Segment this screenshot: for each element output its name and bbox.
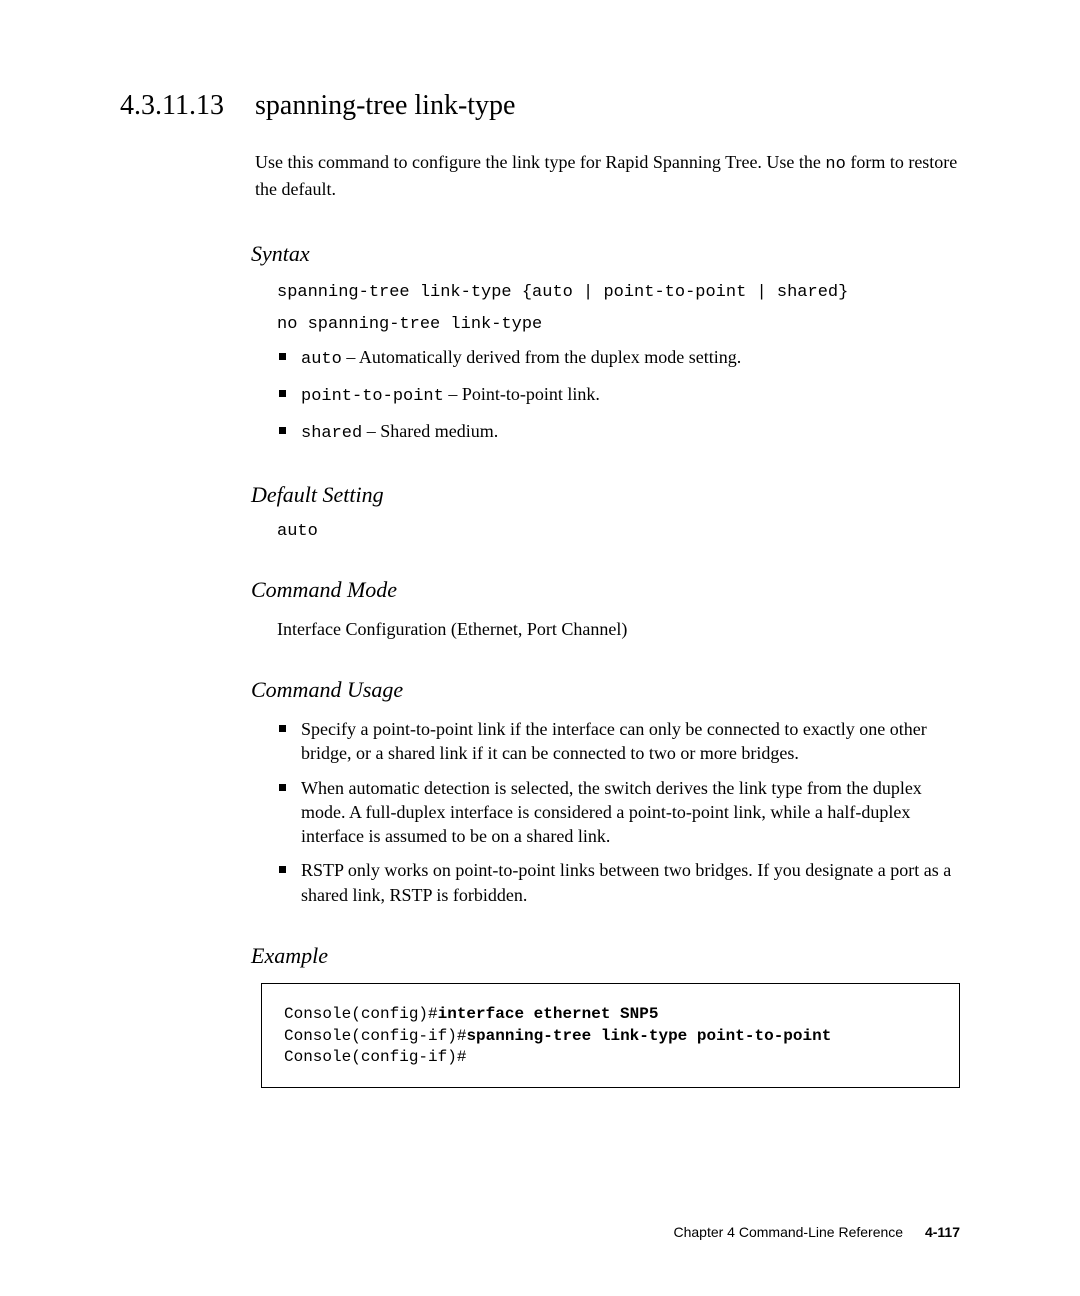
example-box: Console(config)#interface ethernet SNP5 …: [261, 983, 960, 1088]
option-code: shared: [301, 424, 362, 443]
list-item: RSTP only works on point-to-point links …: [277, 858, 960, 907]
example-cmd: interface ethernet SNP5: [438, 1005, 659, 1023]
command-usage-heading: Command Usage: [251, 677, 960, 703]
syntax-heading: Syntax: [251, 241, 960, 267]
intro-paragraph: Use this command to configure the link t…: [255, 150, 960, 201]
option-code: auto: [301, 350, 342, 369]
syntax-line-1: spanning-tree link-type {auto | point-to…: [277, 281, 960, 305]
syntax-options-list: auto – Automatically derived from the du…: [277, 345, 960, 446]
intro-text-pre: Use this command to configure the link t…: [255, 152, 825, 172]
page-container: 4.3.11.13 spanning-tree link-type Use th…: [0, 0, 1080, 1296]
option-code: point-to-point: [301, 387, 444, 406]
page-footer: Chapter 4 Command-Line Reference 4-117: [673, 1224, 960, 1240]
footer-chapter: Chapter 4 Command-Line Reference: [673, 1224, 903, 1240]
section-title: spanning-tree link-type: [255, 90, 515, 122]
usage-list: Specify a point-to-point link if the int…: [277, 717, 960, 907]
command-mode-heading: Command Mode: [251, 577, 960, 603]
default-value: auto: [277, 522, 960, 541]
section-number: 4.3.11.13: [120, 90, 255, 122]
list-item: When automatic detection is selected, th…: [277, 776, 960, 849]
list-item: point-to-point – Point-to-point link.: [277, 382, 960, 409]
list-item: Specify a point-to-point link if the int…: [277, 717, 960, 766]
example-prompt: Console(config-if)#: [284, 1027, 466, 1045]
default-setting-heading: Default Setting: [251, 482, 960, 508]
syntax-args: {auto | point-to-point | shared}: [512, 283, 849, 302]
list-item: shared – Shared medium.: [277, 419, 960, 446]
command-mode-text: Interface Configuration (Ethernet, Port …: [277, 617, 960, 641]
option-text: – Shared medium.: [362, 421, 498, 441]
example-prompt: Console(config-if)#: [284, 1048, 466, 1066]
option-text: – Automatically derived from the duplex …: [342, 347, 741, 367]
example-prompt: Console(config)#: [284, 1005, 438, 1023]
syntax-cmd: spanning-tree link-type: [277, 283, 512, 302]
footer-page-number: 4-117: [925, 1224, 960, 1240]
syntax-line-2: no spanning-tree link-type: [277, 313, 960, 337]
example-heading: Example: [251, 943, 960, 969]
intro-code-no: no: [825, 155, 845, 174]
example-cmd: spanning-tree link-type point-to-point: [466, 1027, 831, 1045]
content-column: Use this command to configure the link t…: [255, 150, 960, 1088]
list-item: auto – Automatically derived from the du…: [277, 345, 960, 372]
option-text: – Point-to-point link.: [444, 384, 600, 404]
section-heading: 4.3.11.13 spanning-tree link-type: [120, 90, 960, 122]
